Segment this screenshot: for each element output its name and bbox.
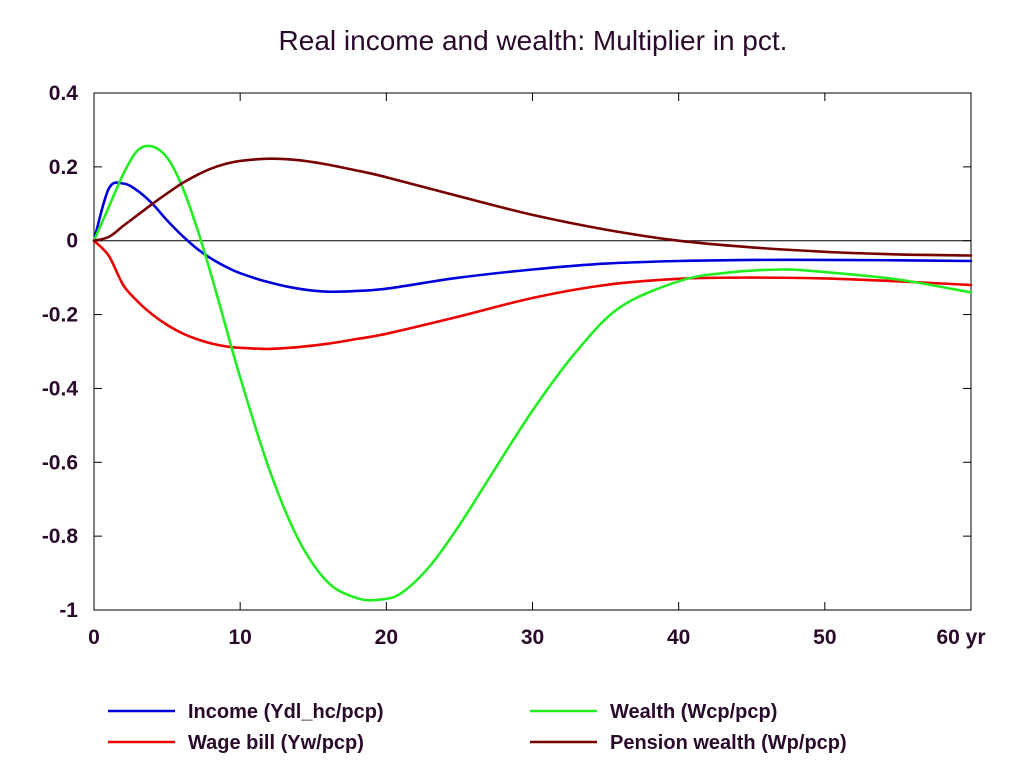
series-line [92, 157, 973, 257]
axis-ticks: 0.4 0.2 0 -0.2 -0.4 -0.6 -0.8 -1 0 10 20 30 40 50 60 y… [42, 82, 986, 649]
legend: Income (Ydl_hc/pcp) Wage bill (Yw/pcp) Wea… [108, 701, 847, 754]
legend-label: Wealth (Wcp/pcp) [610, 701, 777, 723]
x-tick-label: 0 [88, 626, 100, 649]
chart-title: Real income and wealth: Multiplier in pc… [279, 25, 788, 56]
plot-area-frame [93, 92, 972, 611]
x-tick-label: 40 [667, 626, 690, 649]
series-lines [92, 144, 973, 602]
legend-label: Wage bill (Yw/pcp) [188, 732, 364, 754]
y-tick-label: -0.2 [42, 304, 78, 327]
series-line [92, 144, 973, 602]
x-tick-label: 60 yr [936, 626, 985, 649]
y-tick-label: -0.8 [42, 525, 79, 548]
y-tick-label: -0.4 [42, 377, 79, 400]
y-tick-label: -0.6 [42, 451, 78, 474]
y-tick-label: -1 [59, 599, 78, 622]
x-tick-label: 50 [813, 626, 836, 649]
x-tick-label: 30 [521, 626, 544, 649]
x-tick-label: 10 [228, 626, 251, 649]
series-line [92, 181, 973, 294]
y-tick-label: 0.2 [49, 156, 78, 179]
legend-label: Income (Ydl_hc/pcp) [188, 701, 384, 723]
y-tick-label: 0 [66, 230, 78, 253]
series-line [92, 239, 973, 351]
y-tick-label: 0.4 [49, 82, 79, 105]
legend-label: Pension wealth (Wp/pcp) [610, 732, 847, 754]
x-tick-label: 20 [375, 626, 398, 649]
